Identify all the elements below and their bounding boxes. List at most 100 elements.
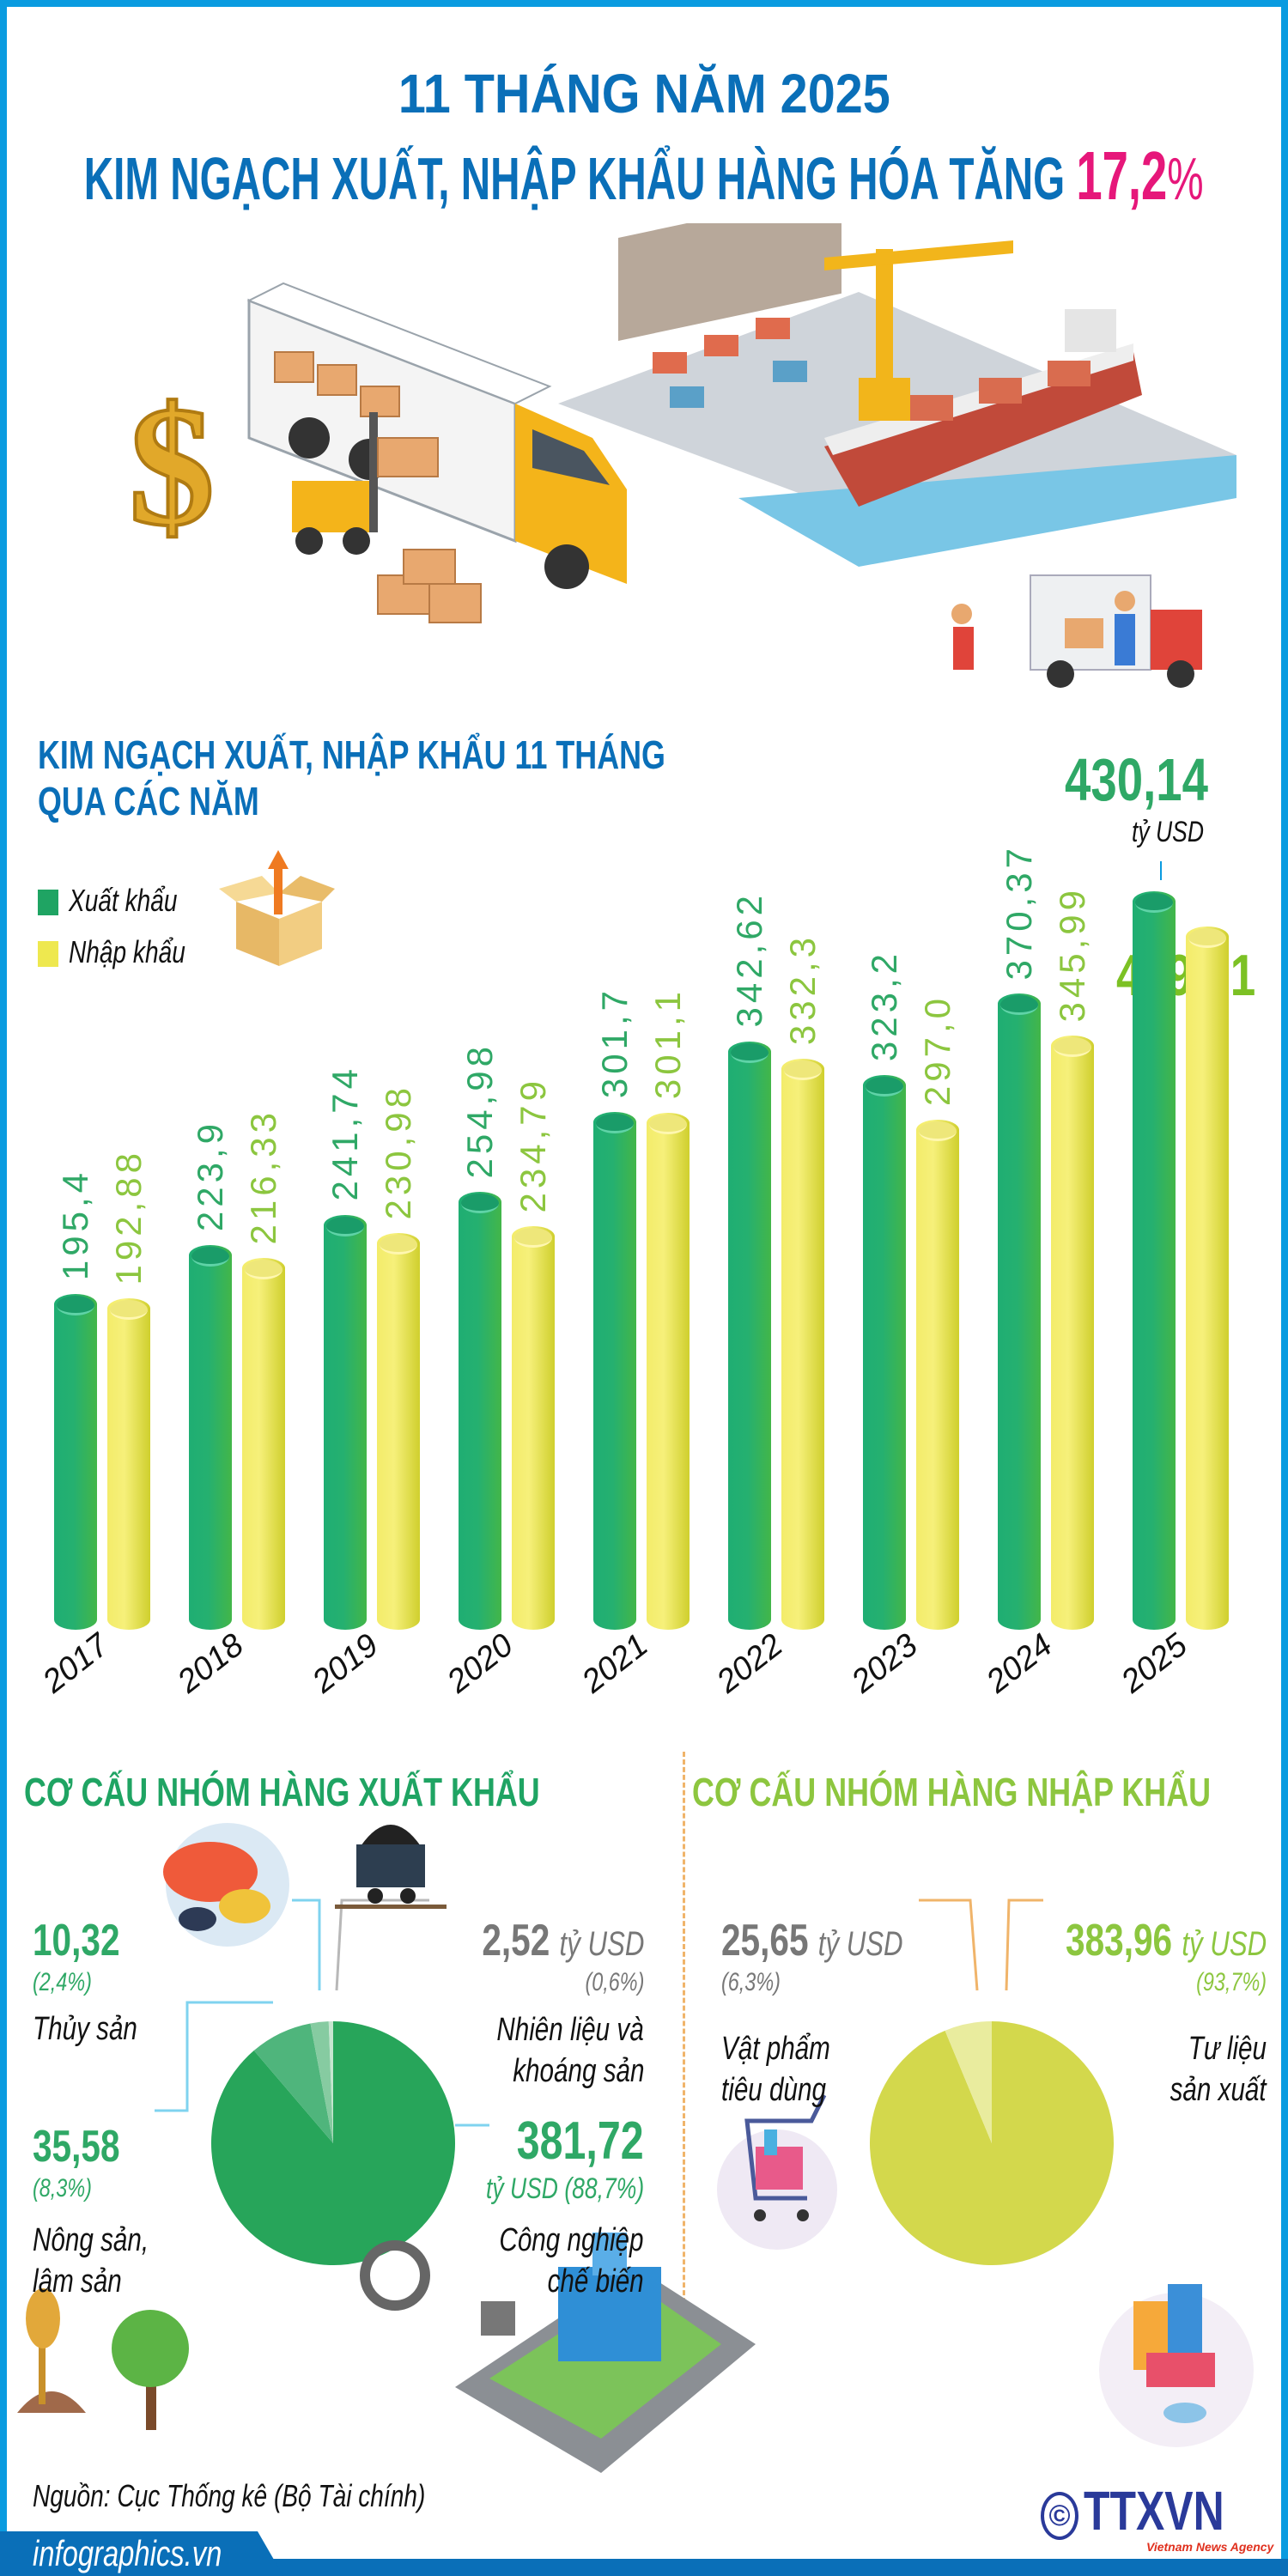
- total-2025-label: 430,14: [1065, 746, 1209, 813]
- title-line1-text: 11 THÁNG NĂM 2025: [398, 63, 890, 125]
- leader-line-vat-pham: [919, 1899, 979, 1991]
- year-label-2024: 2024: [980, 1626, 1060, 1700]
- export-value-label-2024: 370,37: [999, 843, 1039, 981]
- bar-cap: [1135, 892, 1173, 913]
- import-value-label-2023: 297,0: [917, 993, 957, 1106]
- import-value-label-2017: 192,88: [108, 1148, 149, 1285]
- footer-bar: [0, 2559, 1288, 2576]
- nong-san-name: Nông sản, lâm sản: [33, 2222, 149, 2300]
- pie-slice-0: [870, 2021, 1115, 2265]
- bar-cap: [326, 1216, 364, 1236]
- bar-cap: [1000, 995, 1038, 1016]
- bar-cap: [245, 1260, 283, 1280]
- leader-line-thuy-san: [292, 1899, 321, 1990]
- import-bar-2024: [1051, 1036, 1094, 1630]
- total-2025-unit: tỷ USD: [1132, 816, 1204, 848]
- title-line2: KIM NGẠCH XUẤT, NHẬP KHẨU HÀNG HÓA TĂNG …: [0, 137, 1288, 217]
- import-bar-2023: [916, 1120, 959, 1630]
- bar-cap: [649, 1114, 687, 1134]
- legend-export-swatch: [38, 890, 58, 915]
- bar-cap: [380, 1235, 417, 1255]
- trees-icon: [17, 2288, 189, 2430]
- box-arrow-icon: [219, 850, 335, 966]
- nong-san-percent: (8,3%): [33, 2174, 92, 2202]
- truck-icon: [246, 282, 627, 589]
- dollar-icon: $: [127, 370, 216, 563]
- pie-charts: [17, 1823, 1254, 2473]
- bar-cap: [191, 1247, 229, 1267]
- tu-lieu-value: 383,96 tỷ USD: [1065, 1916, 1267, 1965]
- import-bar-2020: [512, 1226, 555, 1630]
- export-bar-2019: [324, 1214, 367, 1630]
- export-value-label-2019: 241,74: [325, 1065, 365, 1201]
- title-line2-text: KIM NGẠCH XUẤT, NHẬP KHẨU HÀNG HÓA TĂNG: [84, 145, 1077, 212]
- legend-export-label: Xuất khẩu: [69, 883, 178, 918]
- import-bar-2021: [647, 1112, 690, 1630]
- bar-cap: [110, 1300, 148, 1321]
- source-note: Nguồn: Cục Thống kê (Bộ Tài chính): [33, 2478, 426, 2513]
- bar-chart-title: KIM NGẠCH XUẤT, NHẬP KHẨU 11 THÁNG QUA C…: [38, 732, 842, 824]
- import-bar-2019: [377, 1233, 420, 1630]
- coal-cart-icon: [335, 1825, 447, 1909]
- pie-slice-3: [328, 2021, 333, 2143]
- bar-cap: [596, 1113, 634, 1133]
- footer-tab: [0, 2531, 283, 2576]
- import-pie: [870, 2021, 1115, 2265]
- year-label-2018: 2018: [171, 1626, 251, 1700]
- export-pie: [211, 2021, 456, 2265]
- thuy-san-name: Thủy sản: [33, 2011, 137, 2047]
- pie-slice-2: [310, 2021, 333, 2143]
- pallet-boxes-icon: [377, 549, 482, 623]
- export-bar-2022: [728, 1041, 771, 1630]
- growth-unit: %: [1167, 145, 1204, 212]
- export-bar-2020: [459, 1192, 501, 1630]
- import-bar-2022: [781, 1059, 824, 1630]
- delivery-truck-icon: [951, 574, 1202, 688]
- pie-slice-1: [253, 2023, 333, 2143]
- tu-lieu-name: Tư liệu sản xuất: [1170, 2031, 1267, 2108]
- title-line1: 11 THÁNG NĂM 2025: [0, 62, 1288, 125]
- shopping-cart-icon: [717, 2093, 837, 2250]
- export-bar-2017: [54, 1294, 97, 1630]
- site-link[interactable]: infographics.vn: [33, 2533, 222, 2573]
- import-value-label-2018: 216,33: [243, 1108, 283, 1245]
- bar-cap: [784, 1060, 822, 1081]
- trade-illustration: $: [127, 223, 1236, 688]
- year-label-2025: 2025: [1115, 1626, 1194, 1700]
- export-value-label-2023: 323,2: [864, 949, 904, 1061]
- pie-slice-1: [945, 2021, 992, 2143]
- export-value-label-2020: 254,98: [459, 1042, 500, 1179]
- svg-text:$: $: [129, 372, 215, 562]
- nhien-lieu-percent: (0,6%): [585, 1968, 644, 1996]
- export-bar-2021: [593, 1111, 636, 1630]
- nhien-lieu-name: Nhiên liệu và khoáng sản: [496, 2012, 644, 2089]
- export-value-label-2021: 301,7: [594, 986, 635, 1098]
- tu-lieu-percent: (93,7%): [1196, 1968, 1267, 1996]
- year-label-2017: 2017: [36, 1626, 116, 1700]
- total-2025-pointer: [1160, 861, 1162, 880]
- vat-pham-value: 25,65 tỷ USD: [721, 1916, 903, 1965]
- export-bar-2025: [1133, 890, 1176, 1630]
- export-bar-2024: [998, 993, 1041, 1630]
- legend-import-label: Nhập khẩu: [69, 934, 185, 969]
- export-value-label-2022: 342,62: [729, 891, 769, 1028]
- bar-cap: [919, 1121, 957, 1141]
- frame-top: [0, 0, 1288, 7]
- vat-pham-percent: (6,3%): [721, 1968, 781, 1996]
- import-value-label-2020: 234,79: [513, 1076, 553, 1213]
- import-value-label-2024: 345,99: [1052, 885, 1092, 1023]
- ttxvn-logo-subtitle: Vietnam News Agency: [1146, 2540, 1274, 2554]
- cong-nghiep-name: Công nghiệp chế biến: [499, 2222, 644, 2300]
- year-label-2021: 2021: [575, 1626, 655, 1700]
- export-value-label-2018: 223,9: [190, 1120, 230, 1232]
- seafood-icon: [163, 1823, 289, 1947]
- import-bar-2018: [242, 1258, 285, 1630]
- import-bar-2025: [1186, 926, 1229, 1630]
- cong-nghiep-value: 381,72: [517, 2111, 644, 2171]
- export-value-label-2017: 195,4: [55, 1169, 95, 1281]
- year-label-2022: 2022: [710, 1626, 790, 1700]
- legend-import-swatch: [38, 941, 58, 967]
- leader-line-nong-san: [155, 2001, 273, 2112]
- leader-line-tu-lieu: [1005, 1899, 1043, 1991]
